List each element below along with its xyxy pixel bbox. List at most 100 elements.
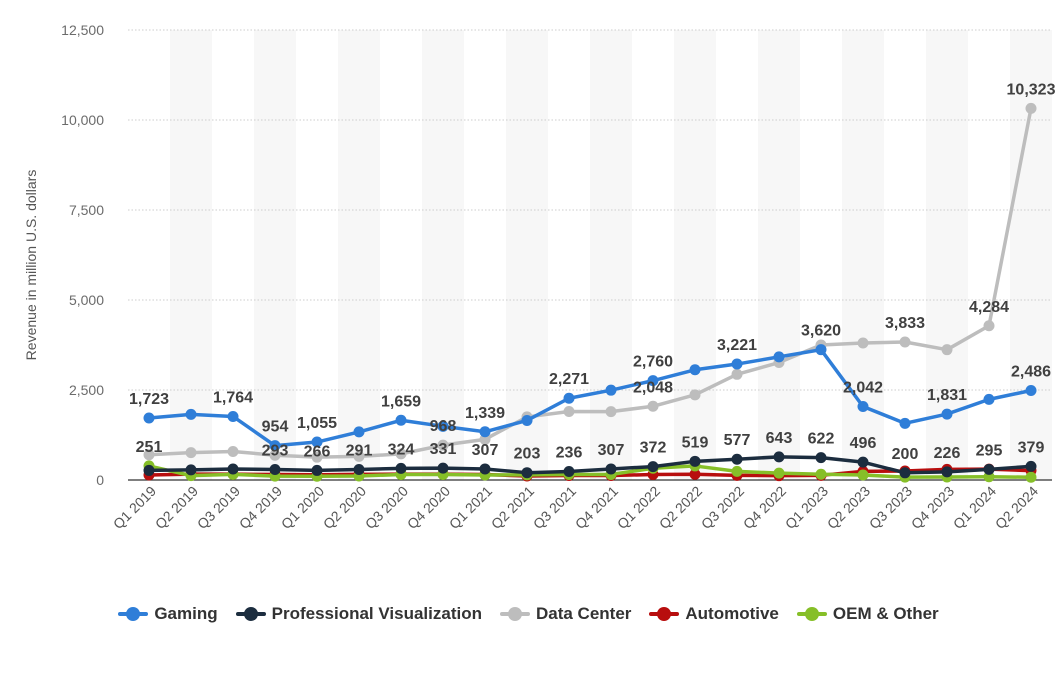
data-point (311, 464, 323, 476)
data-point (689, 455, 701, 467)
data-point (731, 465, 743, 477)
y-axis-label: Revenue in million U.S. dollars (23, 170, 39, 361)
data-point (227, 445, 239, 457)
data-point (563, 466, 575, 478)
legend-label: Gaming (154, 604, 218, 623)
data-point (731, 368, 743, 380)
data-label: 295 (976, 442, 1003, 459)
x-tick-label: Q4 2020 (404, 483, 453, 532)
legend-marker-icon (235, 607, 266, 621)
chart: 0 2,500 5,000 7,500 10,000 12,500 Revenue in … (23, 22, 1056, 532)
data-point (479, 433, 491, 445)
data-point (731, 453, 743, 465)
data-label: 1,659 (381, 393, 421, 410)
data-point (815, 468, 827, 480)
legend-label: Data Center (535, 604, 632, 623)
band (674, 30, 716, 480)
data-point (353, 464, 365, 476)
legend-item-oem-other[interactable]: OEM & Other (796, 604, 939, 624)
data-point (563, 405, 575, 417)
data-point (941, 408, 953, 420)
data-point (479, 463, 491, 475)
series-layer (143, 102, 1037, 483)
data-label: 1,831 (927, 387, 967, 404)
legend-item-automotive[interactable]: Automotive (649, 604, 779, 624)
data-label: 200 (892, 446, 919, 463)
data-point (1025, 471, 1037, 483)
data-point (731, 358, 743, 370)
data-label: 3,620 (801, 323, 841, 340)
legend-label: Professional Visualization (271, 604, 482, 623)
data-point (773, 467, 785, 479)
y-tick-label: 10,000 (61, 112, 104, 128)
data-point (941, 344, 953, 356)
band (758, 30, 800, 480)
legend-item-data-center[interactable]: Data Center (499, 604, 632, 624)
alternating-bands (170, 30, 1052, 480)
data-label: 954 (262, 419, 289, 436)
data-label: 643 (766, 430, 793, 447)
data-point (773, 451, 785, 463)
x-tick-label: Q1 2023 (782, 483, 831, 532)
data-point (983, 393, 995, 405)
data-point (689, 468, 701, 480)
y-tick-label: 2,500 (69, 382, 104, 398)
x-tick-label: Q1 2020 (278, 483, 327, 532)
data-point (857, 337, 869, 349)
x-tick-label: Q4 2019 (236, 483, 285, 532)
x-tick-label: Q2 2020 (320, 483, 369, 532)
data-point (185, 447, 197, 459)
legend-marker-icon (499, 607, 530, 621)
x-tick-label: Q2 2022 (656, 483, 705, 532)
data-label: 236 (556, 445, 583, 462)
data-point (815, 452, 827, 464)
series-line (147, 455, 1033, 475)
data-point (605, 384, 617, 396)
data-label: 2,760 (633, 354, 673, 371)
data-label: 2,042 (843, 379, 883, 396)
y-tick-label: 5,000 (69, 292, 104, 308)
data-label: 10,323 (1007, 81, 1056, 98)
data-label: 1,055 (297, 415, 337, 432)
data-point (647, 400, 659, 412)
data-point (1025, 102, 1037, 114)
data-label: 4,284 (969, 299, 1009, 316)
data-point (1025, 385, 1037, 397)
data-point (521, 467, 533, 479)
y-tick-label: 12,500 (61, 22, 104, 38)
data-label: 519 (682, 434, 709, 451)
legend-label: Automotive (685, 604, 779, 623)
gridlines (128, 29, 1052, 481)
legend-label: OEM & Other (832, 604, 939, 623)
x-tick-label: Q3 2020 (362, 483, 411, 532)
data-point (395, 414, 407, 426)
legend-marker-icon (118, 607, 149, 621)
data-point (899, 467, 911, 479)
data-label: 266 (304, 443, 331, 460)
data-point (563, 392, 575, 404)
x-tick-label: Q3 2019 (194, 483, 243, 532)
band (170, 30, 212, 480)
legend-item-gaming[interactable]: Gaming (118, 604, 218, 624)
data-point (143, 464, 155, 476)
legend-item-professional-visualization[interactable]: Professional Visualization (235, 604, 482, 624)
data-point (521, 414, 533, 426)
x-tick-label: Q3 2022 (698, 483, 747, 532)
band (422, 30, 464, 480)
x-tick-label: Q3 2023 (866, 483, 915, 532)
data-point (227, 463, 239, 475)
x-tick-label: Q1 2024 (950, 483, 999, 532)
data-point (143, 449, 155, 461)
data-point (311, 451, 323, 463)
data-point (647, 375, 659, 387)
data-label: 2,048 (633, 379, 673, 396)
data-point (437, 439, 449, 451)
data-point (269, 449, 281, 461)
legend-marker-icon (796, 607, 827, 621)
data-label: 1,339 (465, 405, 505, 422)
x-tick-label: Q4 2021 (572, 483, 621, 532)
data-point (899, 336, 911, 348)
x-tick-label: Q3 2021 (530, 483, 579, 532)
band (338, 30, 380, 480)
